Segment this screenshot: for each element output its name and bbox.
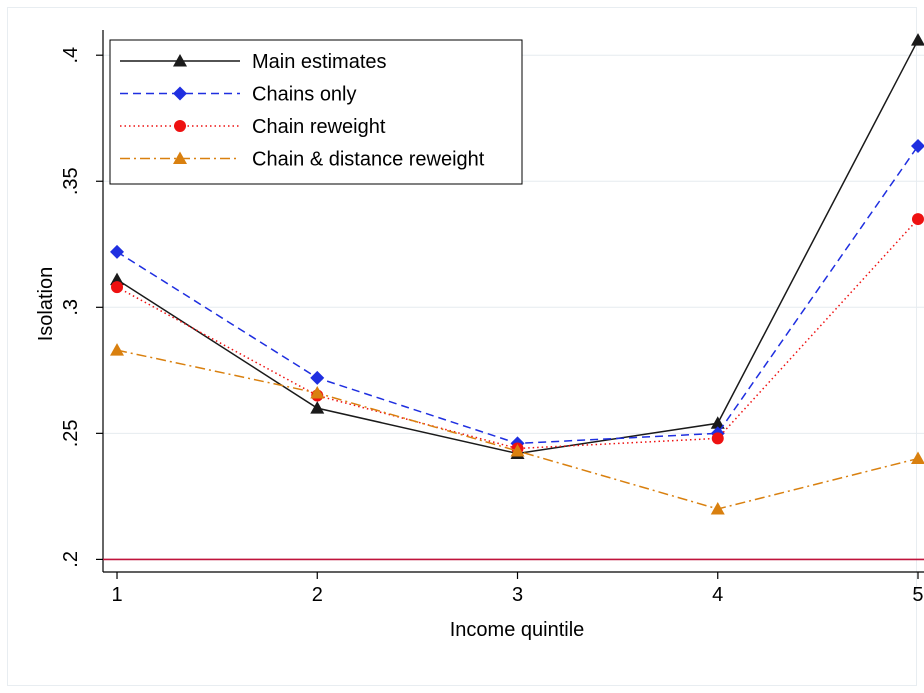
data-point [173,54,187,67]
x-axis-label: Income quintile [450,619,585,641]
legend-label: Main estimates [252,51,387,73]
y-axis-label: Isolation [35,267,57,342]
series-line [116,349,919,510]
data-point [110,343,125,356]
y-tick-label: .4 [60,47,82,64]
data-point [310,370,325,385]
y-tick-label: .2 [60,551,82,568]
legend-label: Chain reweight [252,116,386,138]
series-group [110,33,924,515]
data-point [710,501,725,515]
data-point [174,120,186,132]
x-tick-label: 4 [712,584,723,606]
data-point [110,244,125,259]
y-tick-label: .3 [60,299,82,316]
legend-item: Chain reweight [120,116,386,138]
y-tick-label: .25 [60,419,82,447]
axes [102,30,924,573]
x-ticks: 1 2 3 4 5 [111,572,924,606]
x-tick-label: 3 [512,584,523,606]
legend: Main estimates Chains only Chain reweight C… [109,39,523,185]
legend-label: Chains only [252,84,357,106]
data-point [710,416,725,429]
data-point [310,386,325,399]
x-tick-label: 1 [111,584,122,606]
y-tick-label: .35 [60,167,82,195]
data-point [510,443,525,457]
legend-item: Chains only [120,84,357,106]
legend-label: Chain & distance reweight [252,149,485,171]
series-chain-distance-reweight [110,343,924,515]
data-point [110,272,125,286]
series-chains-only [110,138,924,451]
data-point [910,33,924,46]
y-ticks: .2 .25 .3 .35 .4 [60,47,103,568]
x-tick-label: 2 [312,584,323,606]
series-line [116,218,919,450]
data-point [910,451,924,465]
data-point [310,401,325,414]
data-point [910,138,924,153]
x-tick-label: 5 [912,584,923,606]
data-point [173,86,187,101]
data-point [911,213,924,226]
data-point [711,432,724,445]
legend-item: Main estimates [120,51,387,73]
legend-item: Chain & distance reweight [120,149,485,171]
series-chain-reweight [111,213,924,455]
series-line [116,145,919,445]
data-point [111,281,124,294]
data-point [173,151,187,164]
